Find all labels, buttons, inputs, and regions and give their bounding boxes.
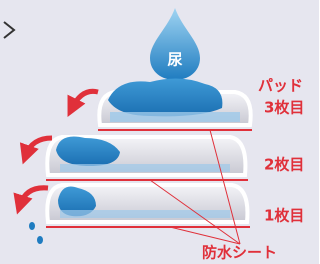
- diagram: 尿 パッド 3枚目 2枚目 1枚目 防水シート: [0, 0, 319, 264]
- layer-2: [26, 137, 248, 181]
- pad-label: パッド: [258, 77, 303, 95]
- drop-label: 尿: [167, 51, 182, 69]
- layer-label: 2枚目: [264, 156, 304, 174]
- layer-label: 3枚目: [264, 99, 304, 117]
- layer-label: 1枚目: [264, 207, 304, 225]
- sheet-label: 防水シート: [202, 244, 277, 262]
